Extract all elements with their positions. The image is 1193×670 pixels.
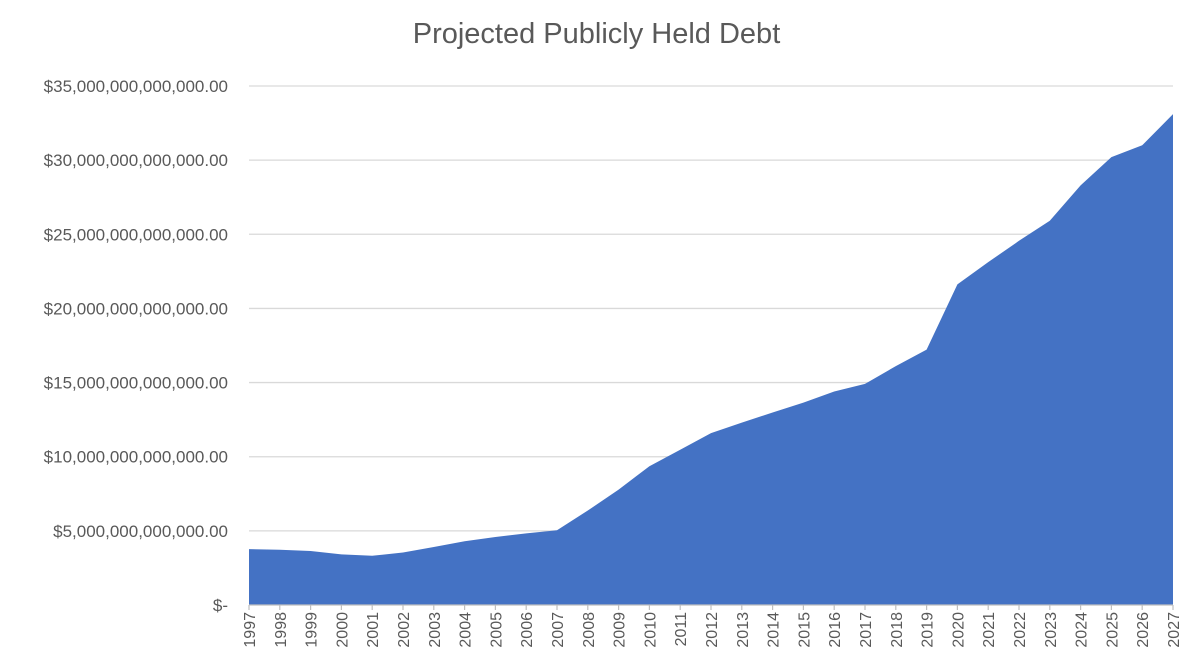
x-tick-label: 1997	[242, 612, 259, 648]
x-tick-label: 2021	[981, 612, 998, 648]
chart-title: Projected Publicly Held Debt	[412, 18, 781, 50]
y-tick-label: $35,000,000,000,000.00	[44, 77, 228, 96]
x-tick-label: 2025	[1104, 612, 1121, 648]
y-tick-label: $-	[213, 596, 228, 615]
x-tick-label: 2020	[950, 612, 967, 648]
x-tick-label: 2004	[458, 612, 475, 648]
y-tick-label: $15,000,000,000,000.00	[44, 374, 228, 393]
x-tick-label: 2011	[673, 612, 690, 647]
x-tick-label: 2015	[796, 612, 813, 648]
x-tick-label: 2000	[334, 612, 351, 648]
x-tick-label: 2009	[612, 612, 629, 648]
x-tick-label: 2017	[858, 612, 875, 648]
x-tick-label: 2019	[920, 612, 937, 648]
x-tick-label: 2014	[766, 612, 783, 648]
x-tick-label: 2006	[519, 612, 536, 648]
x-tick-label: 2026	[1135, 612, 1152, 648]
x-tick-label: 2023	[1043, 612, 1060, 648]
x-tick-label: 2002	[396, 612, 413, 648]
x-tick-label: 2007	[550, 612, 567, 648]
x-tick-label: 1999	[304, 612, 321, 648]
x-tick-label: 2005	[488, 612, 505, 648]
x-tick-label: 2001	[365, 612, 382, 648]
y-tick-label: $5,000,000,000,000.00	[53, 522, 228, 541]
x-tick-label: 2003	[427, 612, 444, 648]
x-tick-label: 2013	[735, 612, 752, 648]
y-tick-label: $25,000,000,000,000.00	[44, 225, 228, 244]
series-area	[249, 114, 1173, 606]
x-tick-label: 2008	[581, 612, 598, 648]
x-tick-label: 2027	[1166, 612, 1183, 648]
x-tick-label: 2010	[642, 612, 659, 648]
x-tick-label: 2022	[1012, 612, 1029, 648]
y-tick-label: $30,000,000,000,000.00	[44, 151, 228, 170]
x-tick-label: 2018	[889, 612, 906, 648]
y-tick-label: $10,000,000,000,000.00	[44, 448, 228, 467]
x-tick-label: 1998	[273, 612, 290, 648]
x-tick-label: 2012	[704, 612, 721, 648]
y-tick-label: $20,000,000,000,000.00	[44, 299, 228, 318]
x-tick-label: 2016	[827, 612, 844, 648]
x-tick-label: 2024	[1074, 612, 1091, 648]
